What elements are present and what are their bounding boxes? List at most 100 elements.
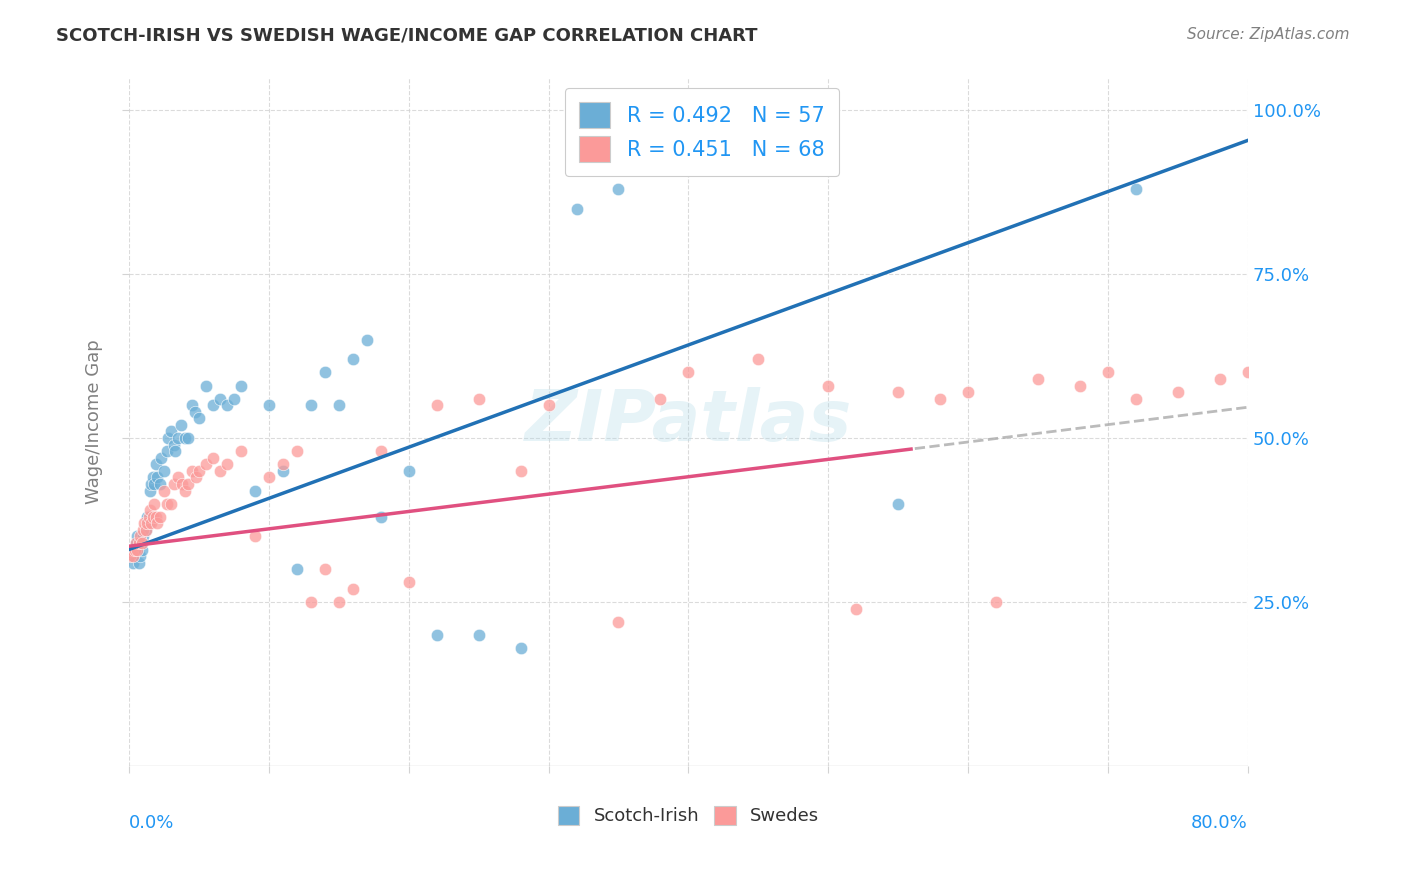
Point — [127, 542, 149, 557]
Point — [122, 556, 145, 570]
Point — [139, 483, 162, 498]
Point — [356, 333, 378, 347]
Point — [170, 417, 193, 432]
Point — [370, 444, 392, 458]
Point — [215, 457, 238, 471]
Point — [128, 556, 150, 570]
Point — [257, 470, 280, 484]
Point — [136, 509, 159, 524]
Point — [145, 509, 167, 524]
Point — [163, 477, 186, 491]
Point — [187, 464, 209, 478]
Text: SCOTCH-IRISH VS SWEDISH WAGE/INCOME GAP CORRELATION CHART: SCOTCH-IRISH VS SWEDISH WAGE/INCOME GAP … — [56, 27, 758, 45]
Point — [143, 497, 166, 511]
Point — [929, 392, 952, 406]
Point — [747, 352, 769, 367]
Point — [150, 450, 173, 465]
Point — [181, 398, 204, 412]
Point — [222, 392, 245, 406]
Point — [426, 628, 449, 642]
Point — [153, 483, 176, 498]
Point — [1237, 366, 1260, 380]
Point — [121, 549, 143, 563]
Point — [128, 536, 150, 550]
Point — [229, 378, 252, 392]
Point — [146, 470, 169, 484]
Point — [299, 595, 322, 609]
Point — [208, 464, 231, 478]
Point — [650, 392, 672, 406]
Point — [342, 582, 364, 596]
Point — [132, 523, 155, 537]
Point — [145, 457, 167, 471]
Point — [143, 477, 166, 491]
Point — [678, 366, 700, 380]
Point — [160, 497, 183, 511]
Point — [1125, 392, 1147, 406]
Point — [201, 398, 224, 412]
Point — [165, 444, 187, 458]
Point — [141, 516, 163, 531]
Point — [208, 392, 231, 406]
Point — [984, 595, 1007, 609]
Point — [509, 464, 531, 478]
Point — [215, 398, 238, 412]
Point — [467, 392, 489, 406]
Point — [271, 464, 294, 478]
Point — [201, 450, 224, 465]
Point — [121, 542, 143, 557]
Point — [153, 464, 176, 478]
Point — [183, 405, 205, 419]
Point — [125, 536, 148, 550]
Point — [285, 562, 308, 576]
Point — [299, 398, 322, 412]
Point — [174, 483, 197, 498]
Point — [138, 516, 160, 531]
Point — [134, 516, 156, 531]
Point — [1026, 372, 1049, 386]
Point — [565, 202, 588, 216]
Point — [172, 477, 194, 491]
Point — [157, 431, 180, 445]
Point — [125, 536, 148, 550]
Point — [229, 444, 252, 458]
Point — [138, 509, 160, 524]
Point — [887, 497, 910, 511]
Point — [467, 628, 489, 642]
Point — [129, 549, 152, 563]
Point — [285, 444, 308, 458]
Point — [167, 470, 190, 484]
Y-axis label: Wage/Income Gap: Wage/Income Gap — [86, 339, 103, 504]
Point — [314, 562, 336, 576]
Point — [135, 523, 157, 537]
Point — [187, 411, 209, 425]
Point — [328, 595, 350, 609]
Point — [141, 477, 163, 491]
Point — [1125, 182, 1147, 196]
Point — [1167, 385, 1189, 400]
Point — [817, 378, 839, 392]
Point — [146, 516, 169, 531]
Point — [142, 470, 165, 484]
Text: 80.0%: 80.0% — [1191, 814, 1249, 832]
Point — [257, 398, 280, 412]
Point — [314, 366, 336, 380]
Point — [370, 509, 392, 524]
Point — [426, 398, 449, 412]
Point — [142, 509, 165, 524]
Point — [607, 182, 630, 196]
Point — [136, 516, 159, 531]
Point — [243, 483, 266, 498]
Point — [398, 464, 420, 478]
Point — [120, 549, 142, 563]
Point — [132, 529, 155, 543]
Point — [887, 385, 910, 400]
Point — [131, 542, 153, 557]
Point — [342, 352, 364, 367]
Point — [129, 529, 152, 543]
Text: ZIPatlas: ZIPatlas — [524, 387, 852, 456]
Point — [156, 444, 179, 458]
Point — [271, 457, 294, 471]
Point — [149, 477, 172, 491]
Point — [163, 437, 186, 451]
